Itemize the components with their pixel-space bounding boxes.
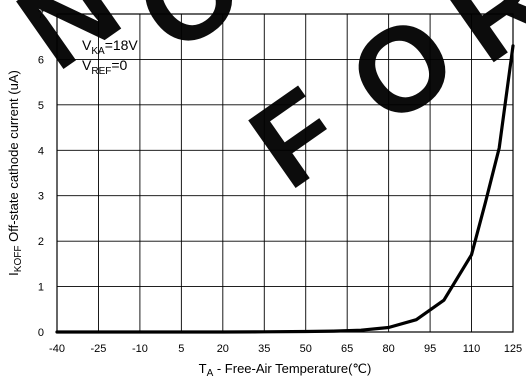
x-tick-label: 20 [217, 343, 229, 355]
x-tick-label: -40 [49, 343, 65, 355]
x-tick-label: 110 [463, 343, 481, 355]
y-tick-label: 6 [38, 54, 44, 66]
y-tick-label: 1 [38, 282, 44, 294]
annotation-vref: VREF=0 [82, 57, 128, 77]
y-tick-label: 4 [38, 145, 44, 157]
x-tick-label: -10 [132, 343, 148, 355]
y-tick-label: 2 [38, 236, 44, 248]
grid [57, 14, 513, 332]
y-tick-label: 0 [38, 327, 44, 339]
x-tick-label: -25 [91, 343, 107, 355]
x-tick-label: 80 [383, 343, 395, 355]
x-axis-label: TA - Free-Air Temperature(℃) [199, 361, 372, 379]
x-tick-label: 125 [504, 343, 522, 355]
y-tick-label: 3 [38, 191, 44, 203]
y-tick-label: 7 [38, 9, 44, 21]
y-tick-label: 5 [38, 100, 44, 112]
y-axis-label: IKOFF Off-state cathode current (uA) [6, 70, 24, 276]
x-tick-label: 95 [424, 343, 436, 355]
y-tick-labels: 0 1 2 3 4 5 6 7 [38, 9, 44, 339]
watermark: N O F O R [0, 0, 526, 214]
annotation-vka: VKA=18V [82, 37, 138, 57]
plot-area-frame [56, 13, 514, 333]
watermark-letter: F [227, 62, 364, 214]
x-tick-label: 50 [300, 343, 312, 355]
x-tick-labels: -40 -25 -10 5 20 35 50 65 80 95 110 125 [49, 343, 522, 355]
x-tick-label: 65 [341, 343, 353, 355]
x-tick-label: 35 [258, 343, 270, 355]
x-tick-label: 5 [178, 343, 184, 355]
